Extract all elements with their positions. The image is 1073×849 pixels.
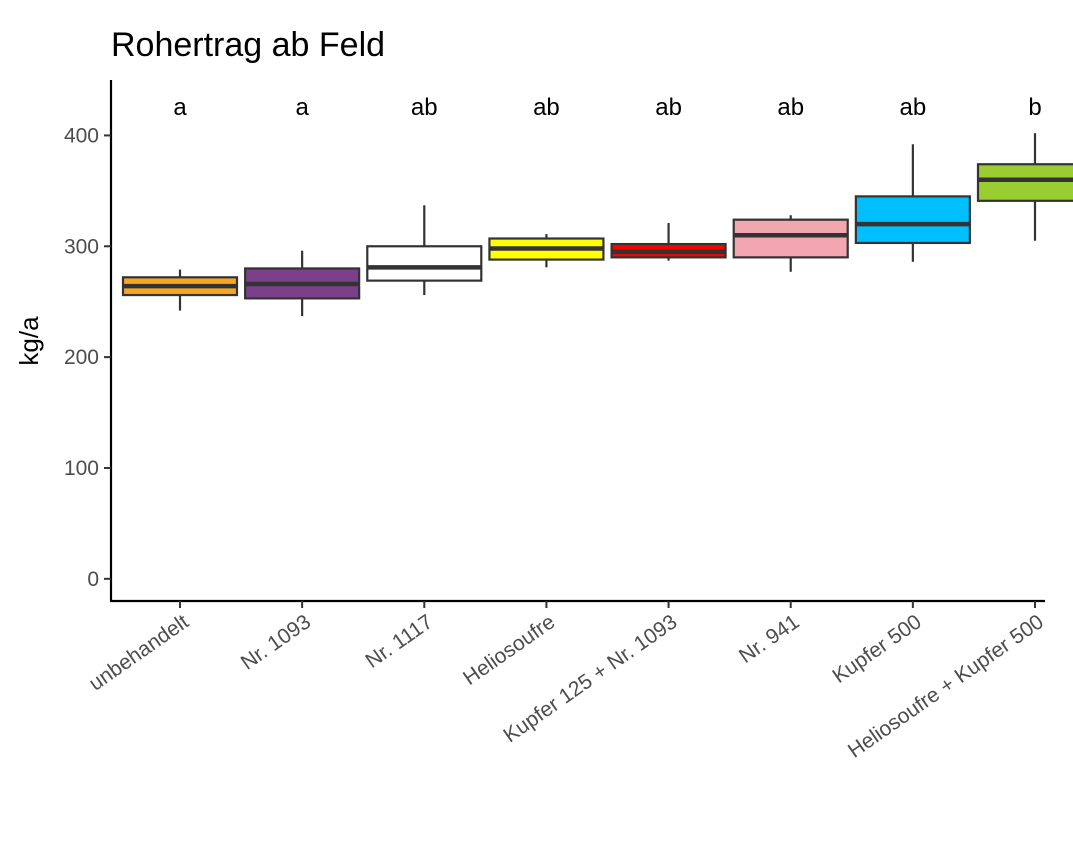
- y-tick-label: 0: [87, 568, 99, 591]
- group-label: ab: [533, 94, 560, 121]
- x-ticks: unbehandelt Nr. 1093 Nr. 1117 Heliosoufre Ku…: [85, 601, 1048, 763]
- boxes: [121, 133, 1073, 317]
- box-2: [244, 250, 361, 317]
- box-7: [854, 144, 971, 262]
- x-tick-label: Kupfer 500: [828, 610, 925, 688]
- group-label: b: [1028, 94, 1041, 121]
- x-tick-label: Nr. 941: [735, 610, 804, 668]
- group-label: a: [295, 94, 309, 121]
- y-tick-label: 400: [64, 124, 99, 147]
- box-iqr: [366, 245, 483, 282]
- y-ticks: 0 100 200 300 400: [64, 124, 111, 591]
- chart-title: Rohertrag ab Feld: [111, 26, 385, 64]
- group-label: ab: [777, 94, 804, 121]
- box-5: [610, 222, 727, 261]
- x-tick-label: Heliosoufre: [459, 610, 559, 690]
- y-tick-label: 100: [64, 457, 99, 480]
- y-axis-label: kg/a: [14, 316, 44, 366]
- x-tick-label: Nr. 1093: [237, 610, 315, 674]
- box-8: [976, 133, 1073, 241]
- box-iqr: [976, 163, 1073, 202]
- box-iqr: [854, 195, 971, 245]
- x-tick-label: unbehandelt: [85, 610, 193, 695]
- x-tick-label: Nr. 1117: [361, 610, 437, 673]
- box-3: [366, 205, 483, 296]
- y-tick-label: 200: [64, 346, 99, 369]
- group-label: ab: [655, 94, 682, 121]
- y-tick-label: 300: [64, 235, 99, 258]
- box-iqr: [732, 218, 849, 259]
- x-tick-label: Heliosoufre + Kupfer 500: [844, 610, 1048, 762]
- group-labels: a a ab ab ab ab ab b: [173, 94, 1041, 121]
- box-6: [732, 215, 849, 272]
- group-label: ab: [900, 94, 927, 121]
- box-4: [488, 234, 605, 268]
- group-label: ab: [411, 94, 438, 121]
- group-label: a: [173, 94, 187, 121]
- box-1: [121, 269, 239, 311]
